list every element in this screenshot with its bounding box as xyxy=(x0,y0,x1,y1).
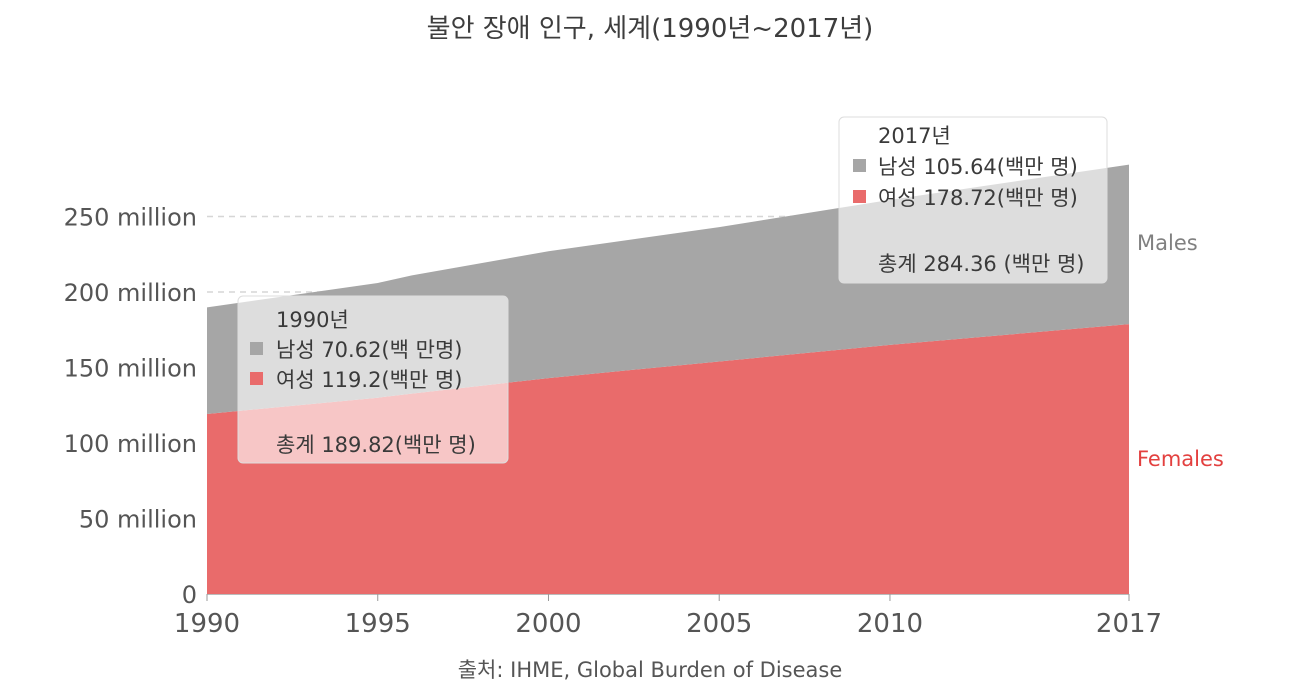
tooltip-1990-background xyxy=(237,295,509,464)
tooltip-2017-male-swatch xyxy=(853,159,866,172)
tooltip-1990: 1990년 남성 70.62(백 만명) 여성 119.2(백만 명) 총계 1… xyxy=(237,295,509,464)
tooltip-2017: 2017년 남성 105.64(백만 명) 여성 178.72(백만 명) 총계… xyxy=(838,116,1108,284)
tooltip-2017-year: 2017년 xyxy=(878,124,951,148)
tooltip-2017-female: 여성 178.72(백만 명) xyxy=(878,186,1078,210)
x-tick-label: 1990 xyxy=(174,609,240,639)
tooltip-1990-total: 총계 189.82(백만 명) xyxy=(276,433,476,457)
x-tick-label: 2010 xyxy=(857,609,923,639)
tooltip-1990-year: 1990년 xyxy=(276,308,349,332)
x-tick-label: 2000 xyxy=(515,609,581,639)
y-tick-label: 0 xyxy=(182,581,197,609)
series-label-males: Males xyxy=(1137,231,1198,255)
y-axis-ticks: 0 50 million 100 million 150 million 200 mil… xyxy=(64,204,197,610)
tooltip-2017-total: 총계 284.36 (백만 명) xyxy=(878,252,1085,276)
x-tick-label: 2005 xyxy=(686,609,752,639)
x-axis-ticks: 1990 1995 2000 2005 2010 2017 xyxy=(174,594,1162,639)
chart-title: 불안 장애 인구, 세계(1990년~2017년) xyxy=(427,14,874,44)
tooltip-2017-background xyxy=(838,116,1108,284)
y-tick-label: 150 million xyxy=(64,355,197,383)
tooltip-2017-female-swatch xyxy=(853,190,866,203)
series-label-females: Females xyxy=(1137,447,1224,471)
y-tick-label: 50 million xyxy=(79,506,197,534)
y-tick-label: 250 million xyxy=(64,204,197,232)
source-note: 출처: IHME, Global Burden of Disease xyxy=(458,658,843,682)
tooltip-1990-male: 남성 70.62(백 만명) xyxy=(276,338,462,362)
tooltip-1990-female: 여성 119.2(백만 명) xyxy=(276,368,462,392)
y-tick-label: 200 million xyxy=(64,279,197,307)
x-tick-label: 2017 xyxy=(1096,609,1162,639)
tooltip-2017-male: 남성 105.64(백만 명) xyxy=(878,155,1078,179)
y-tick-label: 100 million xyxy=(64,430,197,458)
x-tick-label: 1995 xyxy=(345,609,411,639)
tooltip-1990-female-swatch xyxy=(250,372,263,385)
tooltip-1990-male-swatch xyxy=(250,342,263,355)
